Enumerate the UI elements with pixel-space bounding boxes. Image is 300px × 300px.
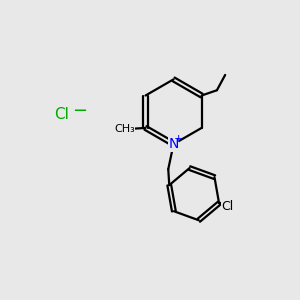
- Text: N: N: [168, 137, 179, 151]
- Text: CH₃: CH₃: [114, 124, 135, 134]
- Text: Cl: Cl: [54, 107, 69, 122]
- Text: −: −: [72, 102, 87, 120]
- Text: Cl: Cl: [221, 200, 233, 213]
- Text: +: +: [174, 134, 184, 144]
